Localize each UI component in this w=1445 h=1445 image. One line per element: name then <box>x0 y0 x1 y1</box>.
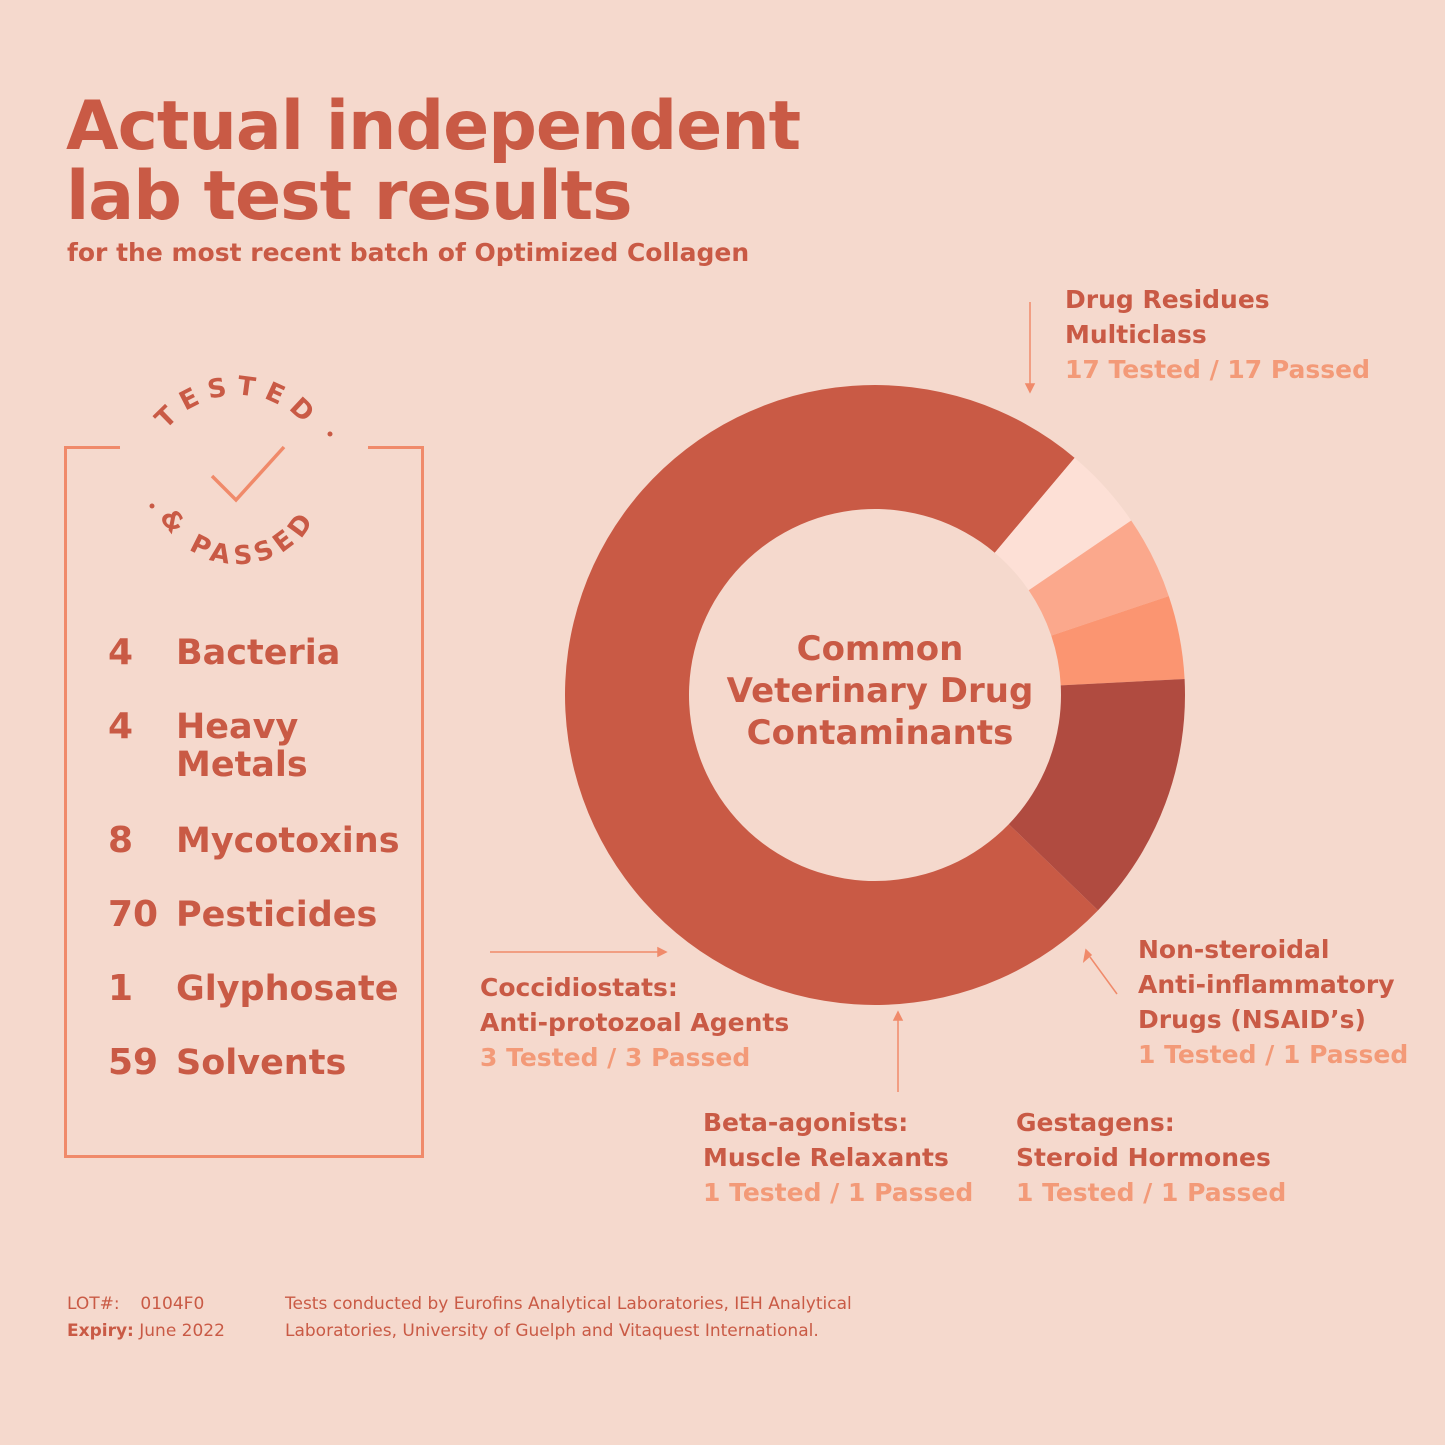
lot-info: LOT#: 0104F0 Expiry: June 2022 <box>67 1291 225 1345</box>
test-count: 59 <box>108 1042 159 1083</box>
center-line-3: Contaminants <box>746 713 1014 753</box>
test-name: Glyphosate <box>176 969 399 1009</box>
tested-passed-badge: TESTED & PASSED <box>149 371 333 572</box>
page-title: Actual independent lab test results <box>66 87 801 236</box>
callout-label: Anti-inflammatory <box>1138 970 1395 999</box>
callout-result: 1 Tested / 1 Passed <box>1016 1178 1287 1207</box>
lab-note: Tests conducted by Eurofins Analytical L… <box>285 1291 852 1345</box>
callout-label: Non-steroidal <box>1138 935 1330 964</box>
test-name: Mycotoxins <box>176 821 400 861</box>
lab-note-line-1: Tests conducted by Eurofins Analytical L… <box>285 1294 852 1314</box>
donut-segment-2 <box>1028 520 1169 636</box>
callout-drug-residues: Drug Residues Multiclass 17 Tested / 17 … <box>1065 282 1370 387</box>
page-subtitle: for the most recent batch of Optimized C… <box>67 238 750 267</box>
test-count: 4 <box>108 632 134 673</box>
callout-label: Muscle Relaxants <box>703 1143 949 1172</box>
callout-label: Steroid Hormones <box>1016 1143 1271 1172</box>
callout-label: Beta-agonists: <box>703 1108 909 1137</box>
expiry-label: Expiry: <box>67 1321 134 1341</box>
title-line-1: Actual independent <box>66 87 801 166</box>
expiry-value: June 2022 <box>139 1321 225 1341</box>
callout-label: Drugs (NSAID’s) <box>1138 1005 1366 1034</box>
donut-segment-3 <box>1051 596 1185 686</box>
test-name: Heavy Metals <box>176 707 308 785</box>
donut-center-label: Common Veterinary Drug Contaminants <box>700 628 1060 754</box>
test-count: 1 <box>108 968 134 1009</box>
badge-top-text: TESTED <box>150 371 327 435</box>
callout-label: Coccidiostats: <box>480 973 678 1002</box>
callout-gestagens: Gestagens: Steroid Hormones 1 Tested / 1… <box>1016 1105 1286 1210</box>
callout-result: 1 Tested / 1 Passed <box>1138 1040 1409 1069</box>
callout-label: Anti-protozoal Agents <box>480 1008 790 1037</box>
test-name: Solvents <box>176 1043 347 1083</box>
donut-segment-4 <box>1008 679 1185 911</box>
callout-result: 3 Tested / 3 Passed <box>480 1043 751 1072</box>
callout-label: Drug Residues <box>1065 285 1270 314</box>
badge-dot-left <box>149 503 155 509</box>
box-gap <box>120 440 368 454</box>
title-line-2: lab test results <box>66 157 633 236</box>
center-line-1: Common <box>796 629 964 669</box>
callout-nsaid: Non-steroidal Anti-inflammatory Drugs (N… <box>1138 932 1408 1072</box>
callout-result: 1 Tested / 1 Passed <box>703 1178 974 1207</box>
test-count: 4 <box>108 706 134 747</box>
center-line-2: Veterinary Drug <box>726 671 1034 711</box>
lab-note-line-2: Laboratories, University of Guelph and V… <box>285 1321 819 1341</box>
test-row-bacteria: 4 Bacteria <box>108 632 416 673</box>
badge-dot-right <box>327 431 333 437</box>
lot-value: 0104F0 <box>140 1294 205 1314</box>
donut-segment-1 <box>994 457 1132 591</box>
donut-segment-0 <box>565 385 1098 1006</box>
lot-row: LOT#: 0104F0 <box>67 1291 225 1318</box>
callout-label: Multiclass <box>1065 320 1207 349</box>
test-name: Pesticides <box>176 895 378 935</box>
test-count: 8 <box>108 820 134 861</box>
lot-label: LOT#: <box>67 1294 120 1314</box>
test-count: 70 <box>108 894 159 935</box>
test-row-pesticides: 70 Pesticides <box>108 894 416 935</box>
expiry-row: Expiry: June 2022 <box>67 1318 225 1345</box>
callout-beta-agonists: Beta-agonists: Muscle Relaxants 1 Tested… <box>703 1105 973 1210</box>
badge-bottom-text: & PASSED <box>153 503 322 571</box>
test-row-mycotoxins: 8 Mycotoxins <box>108 820 416 861</box>
test-row-glyphosate: 1 Glyphosate <box>108 968 416 1009</box>
contaminants-donut-chart <box>565 385 1185 1006</box>
test-row-solvents: 59 Solvents <box>108 1042 416 1083</box>
callout-coccidiostats: Coccidiostats: Anti-protozoal Agents 3 T… <box>480 970 789 1075</box>
callout-result: 17 Tested / 17 Passed <box>1065 355 1371 384</box>
checkmark-icon <box>210 445 286 503</box>
test-row-heavy-metals: 4 Heavy Metals <box>108 706 326 785</box>
callout-label: Gestagens: <box>1016 1108 1175 1137</box>
test-name: Bacteria <box>176 633 341 673</box>
